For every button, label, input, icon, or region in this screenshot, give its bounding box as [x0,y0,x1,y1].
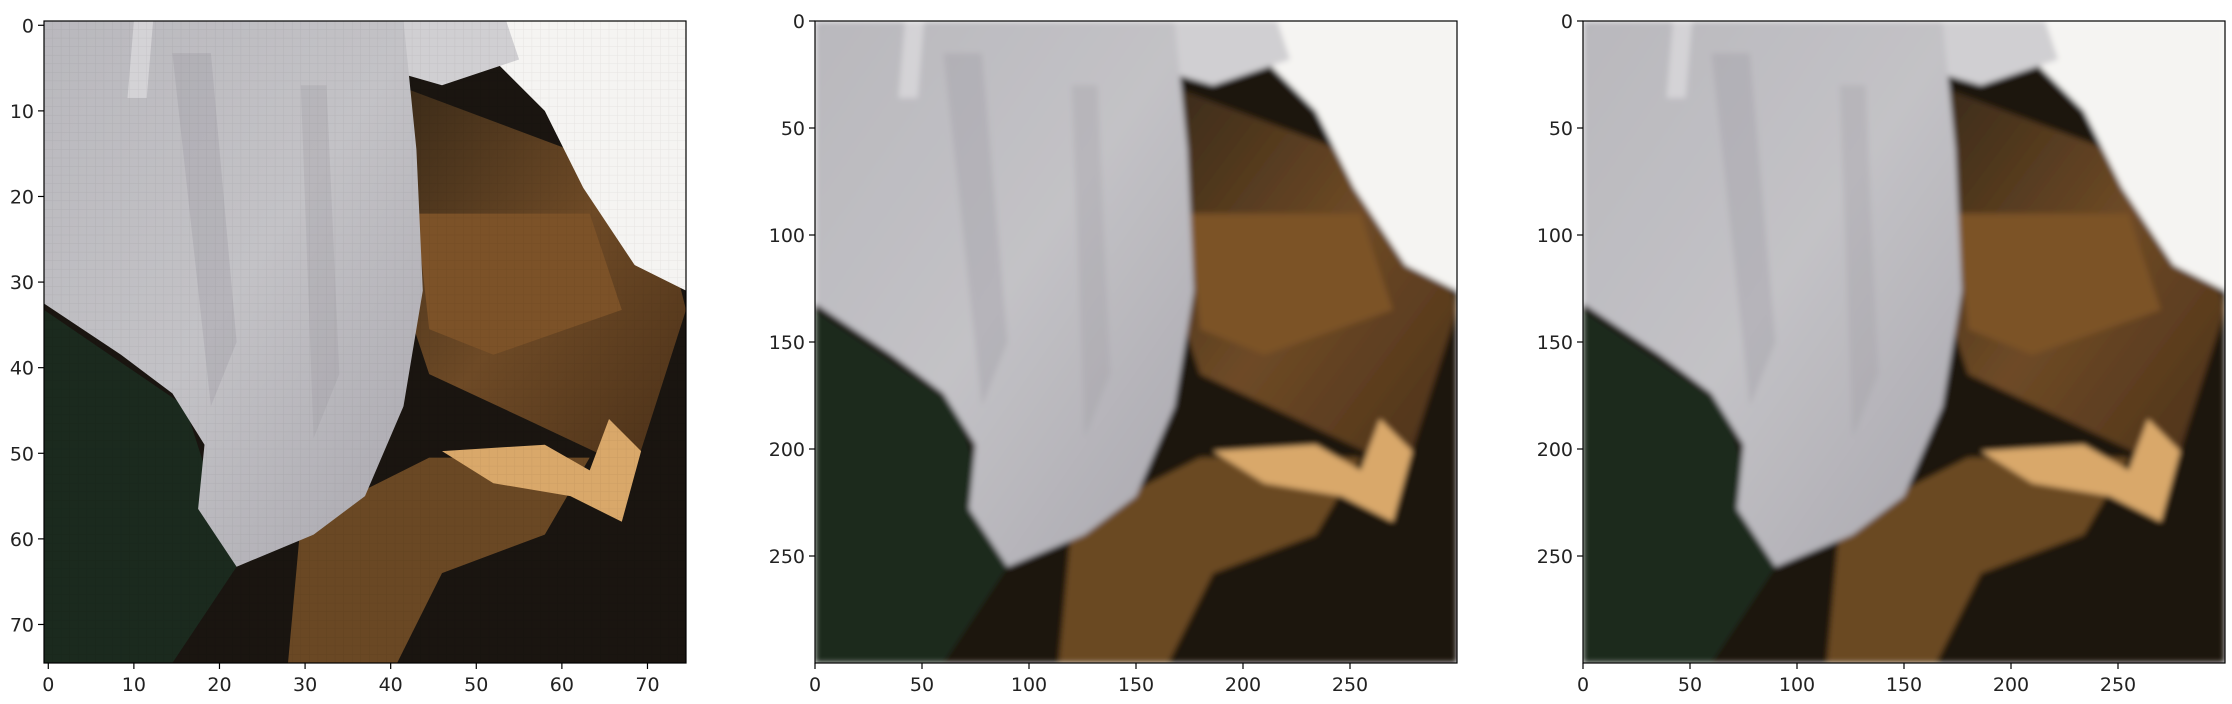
x-tick-label: 200 [1993,674,2029,696]
x-tick-label: 10 [122,674,146,696]
x-tick-label: 40 [379,674,403,696]
x-tick-label: 0 [809,674,821,696]
image-content [1583,21,2225,663]
x-tick-label: 0 [1577,674,1589,696]
x-tick-label: 250 [2100,674,2136,696]
y-tick-label: 150 [769,332,805,354]
image-content [43,20,687,664]
y-tick-label: 0 [22,15,34,37]
x-tick-label: 60 [550,674,574,696]
x-tick-label: 150 [1886,674,1922,696]
x-tick-label: 200 [1225,674,1261,696]
y-tick-label: 150 [1537,332,1573,354]
y-tick-label: 250 [769,546,805,568]
y-tick-label: 20 [10,186,34,208]
x-tick-label: 20 [207,674,231,696]
x-tick-label: 50 [464,674,488,696]
x-tick-label: 100 [1011,674,1047,696]
axes-frame [43,20,687,664]
panel-svg: 0 50 100 150 200 250 0 50 100 150 200 250 [769,11,1458,696]
y-tick-label: 100 [769,225,805,247]
y-tick-label: 60 [10,529,34,551]
y-tick-label: 0 [793,11,805,33]
x-tick-label: 50 [910,674,934,696]
x-tick-label: 0 [42,674,54,696]
x-tick-label: 250 [1332,674,1368,696]
panel-svg: 0 50 100 150 200 250 0 50 100 150 200 250 [1537,11,2226,696]
image-panel-upscaled-a: 0 50 100 150 200 250 0 50 100 150 200 250 [744,0,1488,704]
x-tick-label: 150 [1118,674,1154,696]
panel-svg: 0 10 20 30 40 50 60 70 0 10 20 30 40 50 60 70 [10,15,687,696]
y-tick-label: 30 [10,272,34,294]
x-tick-label: 100 [1779,674,1815,696]
y-tick-label: 50 [10,443,34,465]
x-tick-label: 70 [635,674,659,696]
y-tick-label: 50 [781,118,805,140]
y-tick-label: 200 [769,439,805,461]
y-tick-label: 200 [1537,439,1573,461]
y-tick-label: 70 [10,614,34,636]
image-content [815,21,1457,663]
y-tick-label: 50 [1549,118,1573,140]
image-panel-low-res: 0 10 20 30 40 50 60 70 0 10 20 30 40 50 60 70 [0,0,744,704]
y-tick-label: 250 [1537,546,1573,568]
x-tick-label: 50 [1678,674,1702,696]
y-tick-label: 0 [1561,11,1573,33]
x-tick-label: 30 [293,674,317,696]
y-tick-label: 10 [10,101,34,123]
image-panel-upscaled-b: 0 50 100 150 200 250 0 50 100 150 200 250 [1488,0,2232,704]
y-tick-label: 40 [10,358,34,380]
y-tick-label: 100 [1537,225,1573,247]
